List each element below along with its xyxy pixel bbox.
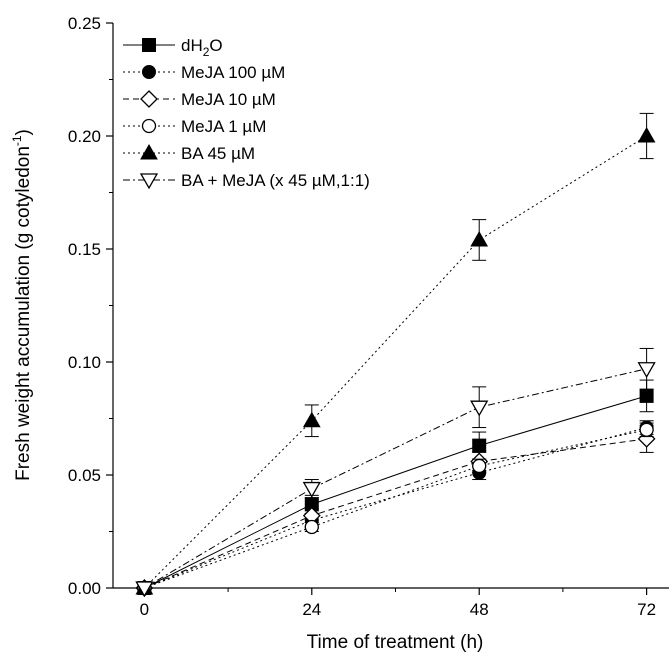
series-line xyxy=(144,368,647,589)
data-point xyxy=(304,519,319,535)
data-point xyxy=(637,126,656,143)
y-axis-title-exponent: -1 xyxy=(10,135,24,146)
y-tick-label: 0.10 xyxy=(68,353,101,372)
series-6 xyxy=(135,347,656,598)
data-point xyxy=(470,230,489,247)
legend-marker xyxy=(142,38,156,52)
legend-entry: BA + MeJA (x 45 µM,1:1) xyxy=(123,171,370,190)
series-line xyxy=(144,135,647,589)
legend-label: BA 45 µM xyxy=(181,144,255,163)
data-point xyxy=(639,388,654,403)
x-tick-label: 48 xyxy=(470,600,489,619)
data-point xyxy=(639,422,654,437)
data-point xyxy=(472,458,487,474)
data-point xyxy=(472,438,487,453)
legend-marker xyxy=(140,90,158,108)
legend-entry: MeJA 10 µM xyxy=(123,90,276,109)
y-axis-title-main: Fresh weight accumulation (g cotyledon xyxy=(13,146,34,481)
legend-label: MeJA 10 µM xyxy=(181,90,276,109)
data-point xyxy=(470,400,489,417)
series-line xyxy=(144,438,647,589)
legend-label: MeJA 1 µM xyxy=(181,117,266,136)
legend-marker xyxy=(142,65,156,79)
y-axis: 0.00 0.05 0.10 0.15 0.20 0.25 xyxy=(68,14,113,598)
legend: dH2O MeJA 100 µM MeJA 10 µM MeJA 1 µM BA 45 … xyxy=(123,36,370,190)
x-axis: 0 24 48 72 xyxy=(140,588,656,619)
legend-label: BA + MeJA (x 45 µM,1:1) xyxy=(181,171,370,190)
y-tick-label: 0.00 xyxy=(68,579,101,598)
series-layer xyxy=(135,112,656,598)
data-point xyxy=(302,481,321,498)
x-tick-label: 0 xyxy=(140,600,149,619)
series-line xyxy=(144,427,647,589)
legend-marker xyxy=(141,118,157,134)
series-4 xyxy=(137,422,654,596)
data-point xyxy=(135,581,154,598)
series-2 xyxy=(137,420,654,595)
y-tick-label: 0.05 xyxy=(68,466,101,485)
y-tick-label: 0.25 xyxy=(68,14,101,33)
data-point xyxy=(637,362,656,379)
series-3 xyxy=(135,424,656,597)
legend-entry: MeJA 100 µM xyxy=(123,63,285,82)
x-axis-title: Time of treatment (h) xyxy=(307,632,484,653)
legend-entry: BA 45 µM xyxy=(123,143,255,163)
legend-marker xyxy=(140,143,158,160)
legend-label: MeJA 100 µM xyxy=(181,63,285,82)
legend-marker xyxy=(139,173,159,190)
legend-label: dH2O xyxy=(181,36,223,59)
legend-entry: MeJA 1 µM xyxy=(123,117,266,136)
y-axis-title: Fresh weight accumulation (g cotyledon-1… xyxy=(10,129,34,481)
y-axis-title-close: ) xyxy=(13,129,34,135)
legend-entry: dH2O xyxy=(123,36,223,59)
data-point xyxy=(302,411,321,428)
y-tick-label: 0.15 xyxy=(68,240,101,259)
x-tick-label: 72 xyxy=(637,600,656,619)
x-tick-label: 24 xyxy=(302,600,321,619)
y-tick-label: 0.20 xyxy=(68,127,101,146)
series-line xyxy=(144,429,647,589)
series-line xyxy=(144,395,647,589)
